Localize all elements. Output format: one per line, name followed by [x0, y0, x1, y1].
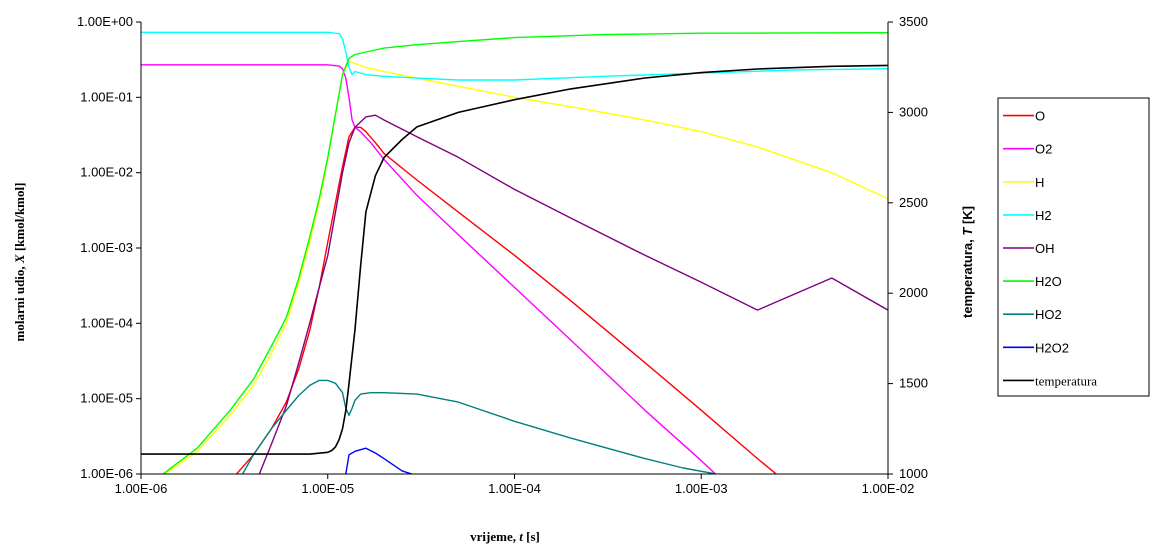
- y-left-tick-label: 1.00E+00: [77, 14, 133, 29]
- y-axis-label-left: molarni udio, X [kmol/kmol]: [12, 183, 27, 342]
- series-layer: [141, 31, 888, 474]
- x-tick-label: 1.00E-03: [675, 481, 728, 496]
- y-right-tick-label: 2000: [899, 285, 928, 300]
- series-line-h2o2: [345, 447, 414, 474]
- legend-box: [997, 97, 1150, 397]
- y-left-tick-label: 1.00E-05: [80, 391, 133, 406]
- y-left-tick-label: 1.00E-01: [80, 89, 133, 104]
- series-line-h2o: [161, 32, 888, 474]
- y-right-tick-label: 2500: [899, 195, 928, 210]
- series-line-h: [163, 60, 888, 474]
- x-tick-label: 1.00E-06: [115, 481, 168, 496]
- legend-label-h2: H2: [1035, 208, 1052, 223]
- legend-label-ho2: HO2: [1035, 307, 1062, 322]
- legend-label-o: O: [1035, 109, 1045, 124]
- y-left-tick-label: 1.00E-03: [80, 240, 133, 255]
- legend-label-temperatura: temperatura: [1035, 373, 1097, 388]
- series-line-o: [235, 126, 778, 474]
- legend-label-h2o: H2O: [1035, 274, 1062, 289]
- series-line-ho2: [241, 379, 717, 474]
- x-tick-label: 1.00E-05: [301, 481, 354, 496]
- ticks-layer: 1.00E-06 1.00E-05 1.00E-04 1.00E-03 1.00E-02…: [77, 14, 928, 496]
- series-line-temperatura: [141, 64, 888, 455]
- axes-layer: [140, 22, 889, 475]
- y-left-tick-label: 1.00E-02: [80, 165, 133, 180]
- y-right-tick-label: 1000: [899, 466, 928, 481]
- x-tick-label: 1.00E-04: [488, 481, 541, 496]
- y-axis-label-right: temperatura, T [K]: [960, 206, 975, 318]
- y-right-tick-label: 1500: [899, 376, 928, 391]
- y-right-tick-label: 3500: [899, 14, 928, 29]
- x-tick-label: 1.00E-02: [862, 481, 915, 496]
- y-left-tick-label: 1.00E-04: [80, 315, 133, 330]
- series-line-o2: [141, 64, 717, 474]
- legend-label-o2: O2: [1035, 142, 1052, 157]
- series-line-oh: [258, 114, 888, 474]
- legend: O O2 H H2 OH H2O HO2 H2O2 temperatura: [997, 97, 1150, 397]
- legend-label-oh: OH: [1035, 241, 1055, 256]
- x-axis-label: vrijeme, t [s]: [470, 529, 540, 544]
- y-right-tick-label: 3000: [899, 104, 928, 119]
- series-line-h2: [141, 31, 888, 81]
- legend-label-h2o2: H2O2: [1035, 340, 1069, 355]
- y-left-tick-label: 1.00E-06: [80, 466, 133, 481]
- legend-label-h: H: [1035, 175, 1044, 190]
